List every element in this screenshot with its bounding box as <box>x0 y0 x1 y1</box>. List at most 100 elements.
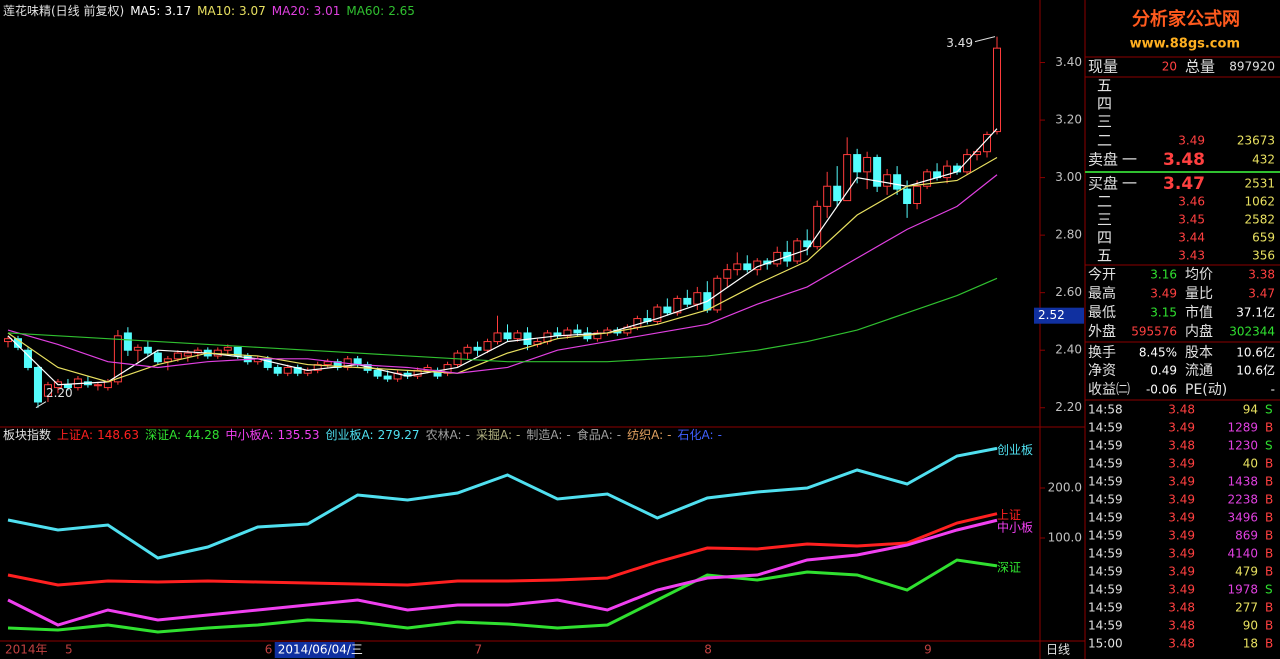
y-tick-label: 3.00 <box>1055 170 1082 184</box>
trade-price: 3.48 <box>1168 439 1195 453</box>
book-volume: 2582 <box>1244 213 1275 227</box>
chart-title: 莲花味精(日线 前复权) <box>3 3 124 18</box>
stat-value: 302344 <box>1229 325 1275 339</box>
candle-body <box>503 332 512 340</box>
trade-side: B <box>1265 637 1273 651</box>
candle-body <box>653 306 662 322</box>
stat-value: 8.45% <box>1139 346 1177 360</box>
candle-body <box>743 263 752 271</box>
candle-body <box>323 361 332 366</box>
book-level: 二 <box>1097 132 1112 150</box>
trade-side: S <box>1265 403 1273 417</box>
series-line <box>7 518 998 627</box>
legend-value: - <box>466 428 470 442</box>
trade-volume: 3496 <box>1227 511 1258 525</box>
stat-label: 流通 <box>1185 363 1213 379</box>
stat-label: 市值 <box>1185 304 1213 321</box>
candle-body <box>843 154 852 202</box>
candle-body <box>823 185 832 207</box>
candle-body <box>683 297 692 305</box>
trade-price: 3.48 <box>1168 601 1195 615</box>
book-price: 3.49 <box>1178 134 1205 148</box>
legend-value: 3.17 <box>164 4 191 18</box>
candle-body <box>913 185 922 204</box>
stat-value: 3.16 <box>1150 268 1177 282</box>
trade-price: 3.49 <box>1168 547 1195 561</box>
chart-title: 板块指数 <box>3 427 51 442</box>
legend-value: - <box>667 428 671 442</box>
stat-value: - <box>1271 383 1275 397</box>
candle-body <box>793 240 802 262</box>
candle-body <box>883 174 892 187</box>
candle-body <box>473 346 482 351</box>
series-line <box>7 512 998 587</box>
stat-value: 3.49 <box>1150 287 1177 301</box>
trade-volume: 1978 <box>1227 583 1258 597</box>
candle-body <box>813 205 822 248</box>
legend-value: - <box>566 428 570 442</box>
candle-body <box>183 352 192 357</box>
legend-value: - <box>617 428 621 442</box>
trade-volume: 4140 <box>1227 547 1258 561</box>
y-tick-label: 3.40 <box>1055 55 1082 69</box>
book-price: 3.48 <box>1163 150 1205 170</box>
trade-side: B <box>1265 457 1273 471</box>
annotation-arrow <box>974 36 996 43</box>
trade-volume: 277 <box>1235 601 1258 615</box>
legend-name: 食品A: <box>577 427 613 442</box>
cursor-date: 2014/06/04/三 <box>278 643 363 657</box>
trade-time: 14:59 <box>1088 565 1123 579</box>
stat-label: 内盘 <box>1185 323 1213 340</box>
book-level: 五 <box>1097 247 1112 265</box>
x-tick-label: 6 <box>265 643 273 657</box>
candle-body <box>4 338 12 343</box>
legend-name: 创业板A: <box>326 428 374 442</box>
legend-name: MA20: <box>272 4 310 18</box>
trade-volume: 18 <box>1243 637 1258 651</box>
legend-value: 44.28 <box>185 428 219 442</box>
book-volume: 2531 <box>1244 177 1275 191</box>
candle-body <box>673 297 682 314</box>
trade-side: B <box>1265 529 1273 543</box>
stat-label: 今开 <box>1088 267 1116 283</box>
low-annotation: 2.20 <box>46 386 73 400</box>
trade-side: B <box>1265 565 1273 579</box>
stat-value: -0.06 <box>1146 383 1177 397</box>
y-tick-label: 2.80 <box>1055 228 1082 242</box>
line-end-label: 创业板 <box>997 443 1033 457</box>
book-level: 二 <box>1097 193 1112 211</box>
y-tick-label: 3.20 <box>1055 113 1082 127</box>
trade-time: 14:59 <box>1088 421 1123 435</box>
legend-name: 深证A: <box>145 428 181 442</box>
candle-body <box>493 332 502 343</box>
trade-time: 14:59 <box>1088 601 1123 615</box>
legend-name: 农林A: <box>426 428 462 442</box>
logo-name: 分析家公式网 <box>1132 8 1240 30</box>
trade-side: B <box>1265 493 1273 507</box>
trade-volume: 40 <box>1243 457 1258 471</box>
candle-body <box>693 292 702 305</box>
high-annotation: 3.49 <box>946 36 973 50</box>
trade-price: 3.49 <box>1168 457 1195 471</box>
candle-body <box>863 156 872 173</box>
legend-value: 148.63 <box>97 428 139 442</box>
trade-time: 14:59 <box>1088 439 1123 453</box>
candle-body <box>143 346 152 354</box>
book-level: 一 <box>1122 175 1137 193</box>
candle-body <box>773 251 782 265</box>
stat-label: 净资 <box>1088 363 1116 379</box>
trade-volume: 2238 <box>1227 493 1258 507</box>
chart-header: 板块指数 上证A: 148.63 深证A: 44.28 中小板A: 135.53 创业板A: 2… <box>3 427 722 442</box>
x-tick-label: 9 <box>924 643 932 657</box>
trade-side: B <box>1265 619 1273 633</box>
trade-side: S <box>1265 439 1273 453</box>
buy-label: 买盘 <box>1088 175 1118 193</box>
book-volume: 659 <box>1252 231 1275 245</box>
total-label: 总量 <box>1185 58 1215 76</box>
series-line <box>7 277 998 363</box>
trade-price: 3.49 <box>1168 421 1195 435</box>
candle-body <box>833 185 842 202</box>
trade-price: 3.49 <box>1168 565 1195 579</box>
trade-side: B <box>1265 547 1273 561</box>
candle-body <box>273 366 282 374</box>
